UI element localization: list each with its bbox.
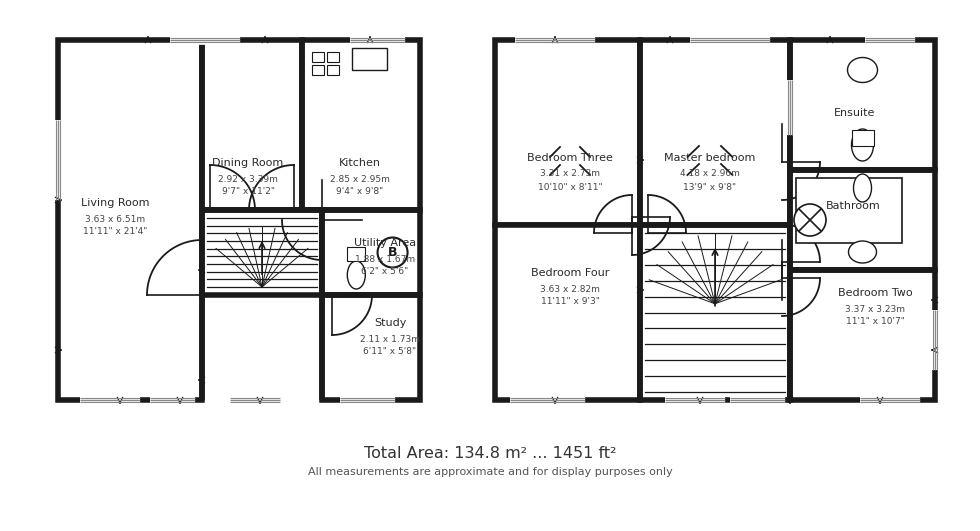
Bar — [347, 247, 366, 261]
Bar — [312, 65, 324, 75]
Bar — [302, 40, 420, 210]
Text: Bedroom Four: Bedroom Four — [531, 268, 610, 278]
Text: All measurements are approximate and for display purposes only: All measurements are approximate and for… — [308, 467, 672, 477]
Ellipse shape — [849, 241, 876, 263]
Bar — [312, 52, 324, 62]
Text: Ensuite: Ensuite — [834, 108, 876, 118]
Text: 3.31 x 2.73m: 3.31 x 2.73m — [540, 169, 600, 178]
Text: B: B — [388, 246, 397, 259]
Text: 4.18 x 2.96m: 4.18 x 2.96m — [680, 169, 740, 178]
Text: Kitchen: Kitchen — [339, 158, 381, 168]
Text: 3.63 x 6.51m: 3.63 x 6.51m — [85, 215, 145, 224]
Ellipse shape — [347, 261, 366, 289]
Bar — [790, 170, 935, 270]
Text: Utility Area: Utility Area — [354, 238, 416, 248]
Text: Total Area: 134.8 m² ... 1451 ft²: Total Area: 134.8 m² ... 1451 ft² — [364, 446, 616, 460]
Text: Study: Study — [373, 318, 406, 328]
Text: 11'1" x 10'7": 11'1" x 10'7" — [846, 318, 905, 327]
Text: Dining Room: Dining Room — [213, 158, 283, 168]
Text: Bedroom Three: Bedroom Three — [527, 153, 612, 163]
Text: 2.85 x 2.95m: 2.85 x 2.95m — [330, 175, 390, 184]
Bar — [202, 40, 302, 210]
Text: 9'7" x 11'2": 9'7" x 11'2" — [221, 187, 274, 196]
Text: 6'11" x 5'8": 6'11" x 5'8" — [364, 347, 416, 356]
Text: 13'9" x 9'8": 13'9" x 9'8" — [683, 183, 737, 192]
Bar — [640, 40, 790, 225]
Bar — [58, 40, 202, 400]
Text: 11'11" x 21'4": 11'11" x 21'4" — [83, 227, 147, 236]
Circle shape — [794, 204, 826, 236]
Text: 11'11" x 9'3": 11'11" x 9'3" — [541, 297, 600, 306]
Ellipse shape — [854, 174, 871, 202]
Text: 3.37 x 3.23m: 3.37 x 3.23m — [845, 304, 905, 313]
Bar — [852, 130, 873, 146]
Text: Bathroom: Bathroom — [825, 201, 880, 211]
Text: 2.92 x 3.39m: 2.92 x 3.39m — [219, 175, 278, 184]
Text: 9'4" x 9'8": 9'4" x 9'8" — [336, 187, 383, 196]
Circle shape — [377, 237, 408, 268]
Bar — [327, 52, 339, 62]
Text: 3.63 x 2.82m: 3.63 x 2.82m — [540, 285, 600, 294]
Bar — [202, 210, 322, 295]
Text: 10'10" x 8'11": 10'10" x 8'11" — [538, 183, 603, 192]
Text: 2.11 x 1.73m: 2.11 x 1.73m — [360, 335, 420, 344]
Text: Master bedroom: Master bedroom — [664, 153, 756, 163]
Ellipse shape — [852, 129, 873, 161]
Bar — [352, 48, 387, 70]
Bar — [327, 65, 339, 75]
Bar — [495, 225, 640, 400]
Bar — [640, 225, 790, 400]
Bar — [322, 295, 420, 400]
Bar — [796, 178, 903, 243]
Text: 6'2" x 5'6": 6'2" x 5'6" — [362, 268, 409, 277]
Bar — [495, 40, 640, 225]
Text: Living Room: Living Room — [80, 198, 149, 208]
Bar — [790, 40, 935, 170]
Ellipse shape — [848, 57, 877, 82]
Text: Bedroom Two: Bedroom Two — [838, 288, 912, 298]
Bar — [790, 270, 935, 400]
Bar — [322, 210, 420, 295]
Text: 1.88 x 1.67m: 1.88 x 1.67m — [355, 254, 416, 263]
